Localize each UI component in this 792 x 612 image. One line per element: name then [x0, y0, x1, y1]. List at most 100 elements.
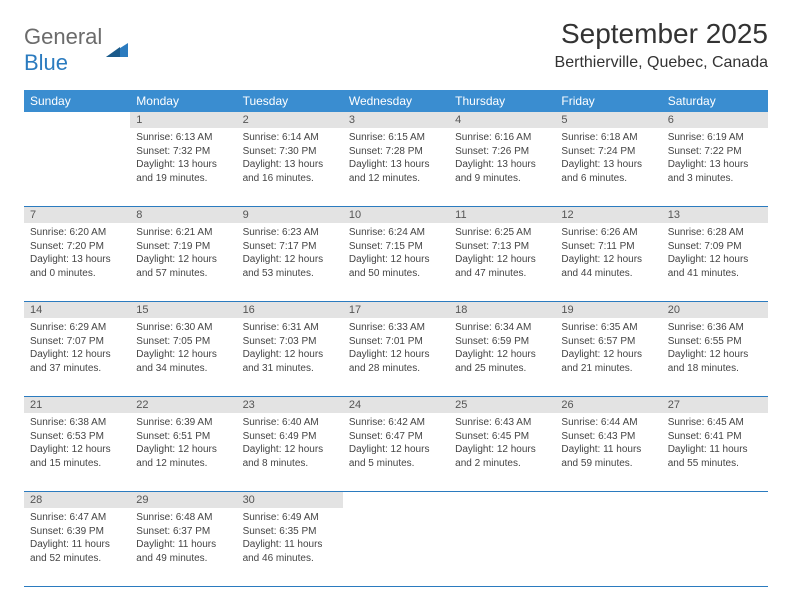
day-number: 1 [130, 112, 236, 128]
daylight-text: Daylight: 12 hours and 25 minutes. [455, 348, 549, 375]
sunrise-text: Sunrise: 6:23 AM [243, 226, 337, 240]
day-number: 22 [130, 397, 236, 413]
sunrise-text: Sunrise: 6:21 AM [136, 226, 230, 240]
day-cell: Sunrise: 6:19 AMSunset: 7:22 PMDaylight:… [662, 128, 768, 206]
sunset-text: Sunset: 7:30 PM [243, 145, 337, 159]
day-number: 15 [130, 302, 236, 318]
sunrise-text: Sunrise: 6:13 AM [136, 131, 230, 145]
daylight-text: Daylight: 12 hours and 34 minutes. [136, 348, 230, 375]
daylight-text: Daylight: 12 hours and 44 minutes. [561, 253, 655, 280]
day-cell: Sunrise: 6:29 AMSunset: 7:07 PMDaylight:… [24, 318, 130, 396]
sunset-text: Sunset: 6:41 PM [668, 430, 762, 444]
day-cell: Sunrise: 6:23 AMSunset: 7:17 PMDaylight:… [237, 223, 343, 301]
day-cell: Sunrise: 6:31 AMSunset: 7:03 PMDaylight:… [237, 318, 343, 396]
day-cell: Sunrise: 6:20 AMSunset: 7:20 PMDaylight:… [24, 223, 130, 301]
sunrise-text: Sunrise: 6:45 AM [668, 416, 762, 430]
day-cell: Sunrise: 6:43 AMSunset: 6:45 PMDaylight:… [449, 413, 555, 491]
daylight-text: Daylight: 13 hours and 0 minutes. [30, 253, 124, 280]
day-cell: Sunrise: 6:15 AMSunset: 7:28 PMDaylight:… [343, 128, 449, 206]
sunrise-text: Sunrise: 6:19 AM [668, 131, 762, 145]
title-block: September 2025 Berthierville, Quebec, Ca… [555, 18, 768, 72]
sunset-text: Sunset: 7:17 PM [243, 240, 337, 254]
day-cell [343, 508, 449, 586]
sunset-text: Sunset: 6:49 PM [243, 430, 337, 444]
day-number [449, 492, 555, 508]
week-row: Sunrise: 6:29 AMSunset: 7:07 PMDaylight:… [24, 318, 768, 397]
sunrise-text: Sunrise: 6:43 AM [455, 416, 549, 430]
day-cell: Sunrise: 6:28 AMSunset: 7:09 PMDaylight:… [662, 223, 768, 301]
sunrise-text: Sunrise: 6:47 AM [30, 511, 124, 525]
day-cell [662, 508, 768, 586]
weekday-tuesday: Tuesday [237, 90, 343, 112]
sunrise-text: Sunrise: 6:35 AM [561, 321, 655, 335]
daynum-row: 123456 [24, 112, 768, 128]
daylight-text: Daylight: 13 hours and 12 minutes. [349, 158, 443, 185]
day-number: 11 [449, 207, 555, 223]
day-number: 4 [449, 112, 555, 128]
day-cell: Sunrise: 6:25 AMSunset: 7:13 PMDaylight:… [449, 223, 555, 301]
day-cell: Sunrise: 6:13 AMSunset: 7:32 PMDaylight:… [130, 128, 236, 206]
day-number: 20 [662, 302, 768, 318]
daynum-row: 282930 [24, 492, 768, 508]
sunrise-text: Sunrise: 6:31 AM [243, 321, 337, 335]
logo-part1: General [24, 24, 102, 49]
daylight-text: Daylight: 12 hours and 28 minutes. [349, 348, 443, 375]
sunrise-text: Sunrise: 6:49 AM [243, 511, 337, 525]
daylight-text: Daylight: 11 hours and 59 minutes. [561, 443, 655, 470]
sunrise-text: Sunrise: 6:33 AM [349, 321, 443, 335]
daylight-text: Daylight: 13 hours and 3 minutes. [668, 158, 762, 185]
day-cell: Sunrise: 6:36 AMSunset: 6:55 PMDaylight:… [662, 318, 768, 396]
day-number: 25 [449, 397, 555, 413]
day-number [555, 492, 661, 508]
month-title: September 2025 [555, 18, 768, 50]
sunset-text: Sunset: 7:13 PM [455, 240, 549, 254]
week-row: Sunrise: 6:38 AMSunset: 6:53 PMDaylight:… [24, 413, 768, 492]
daylight-text: Daylight: 12 hours and 21 minutes. [561, 348, 655, 375]
day-cell: Sunrise: 6:33 AMSunset: 7:01 PMDaylight:… [343, 318, 449, 396]
sunrise-text: Sunrise: 6:42 AM [349, 416, 443, 430]
sunrise-text: Sunrise: 6:20 AM [30, 226, 124, 240]
location-text: Berthierville, Quebec, Canada [555, 54, 768, 72]
day-number: 6 [662, 112, 768, 128]
day-number [343, 492, 449, 508]
daylight-text: Daylight: 12 hours and 15 minutes. [30, 443, 124, 470]
day-number: 23 [237, 397, 343, 413]
sunset-text: Sunset: 6:47 PM [349, 430, 443, 444]
logo-text: General Blue [24, 24, 102, 76]
sunrise-text: Sunrise: 6:26 AM [561, 226, 655, 240]
weeks-container: 123456Sunrise: 6:13 AMSunset: 7:32 PMDay… [24, 112, 768, 587]
daylight-text: Daylight: 12 hours and 37 minutes. [30, 348, 124, 375]
day-cell: Sunrise: 6:14 AMSunset: 7:30 PMDaylight:… [237, 128, 343, 206]
day-cell: Sunrise: 6:26 AMSunset: 7:11 PMDaylight:… [555, 223, 661, 301]
day-cell: Sunrise: 6:45 AMSunset: 6:41 PMDaylight:… [662, 413, 768, 491]
day-cell: Sunrise: 6:30 AMSunset: 7:05 PMDaylight:… [130, 318, 236, 396]
sunset-text: Sunset: 7:19 PM [136, 240, 230, 254]
day-number: 28 [24, 492, 130, 508]
day-cell: Sunrise: 6:49 AMSunset: 6:35 PMDaylight:… [237, 508, 343, 586]
daylight-text: Daylight: 13 hours and 6 minutes. [561, 158, 655, 185]
week-row: Sunrise: 6:13 AMSunset: 7:32 PM Daylight:… [24, 128, 768, 207]
day-number: 5 [555, 112, 661, 128]
sunrise-text: Sunrise: 6:15 AM [349, 131, 443, 145]
day-cell [555, 508, 661, 586]
sunset-text: Sunset: 7:32 PM [136, 145, 230, 159]
sunset-text: Sunset: 7:26 PM [455, 145, 549, 159]
day-number: 10 [343, 207, 449, 223]
day-cell: Sunrise: 6:21 AMSunset: 7:19 PMDaylight:… [130, 223, 236, 301]
sunset-text: Sunset: 6:39 PM [30, 525, 124, 539]
day-cell: Sunrise: 6:38 AMSunset: 6:53 PMDaylight:… [24, 413, 130, 491]
daylight-text: Daylight: 13 hours and 16 minutes. [243, 158, 337, 185]
sunset-text: Sunset: 6:37 PM [136, 525, 230, 539]
day-cell: Sunrise: 6:40 AMSunset: 6:49 PMDaylight:… [237, 413, 343, 491]
sunset-text: Sunset: 7:05 PM [136, 335, 230, 349]
sunrise-text: Sunrise: 6:24 AM [349, 226, 443, 240]
sunrise-text: Sunrise: 6:44 AM [561, 416, 655, 430]
daylight-text: Daylight: 12 hours and 12 minutes. [136, 443, 230, 470]
day-number: 24 [343, 397, 449, 413]
day-number: 30 [237, 492, 343, 508]
sunrise-text: Sunrise: 6:14 AM [243, 131, 337, 145]
weekday-thursday: Thursday [449, 90, 555, 112]
daylight-text: Daylight: 12 hours and 2 minutes. [455, 443, 549, 470]
sunrise-text: Sunrise: 6:18 AM [561, 131, 655, 145]
day-number: 14 [24, 302, 130, 318]
